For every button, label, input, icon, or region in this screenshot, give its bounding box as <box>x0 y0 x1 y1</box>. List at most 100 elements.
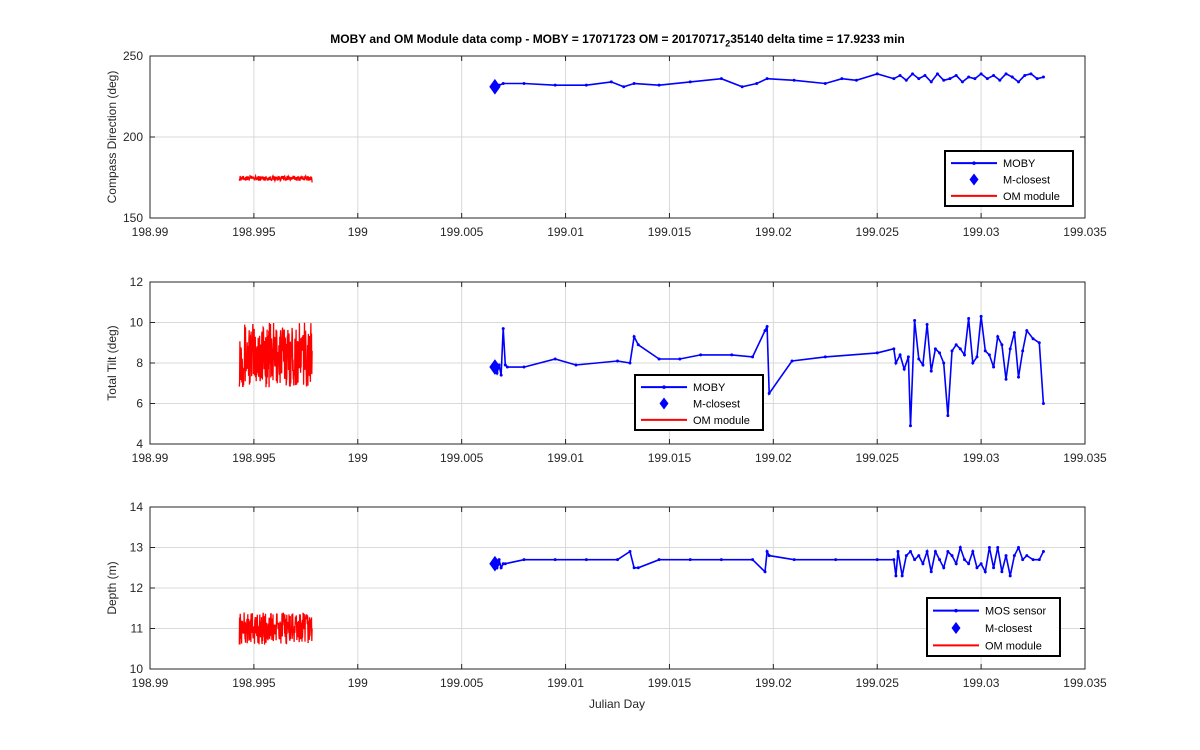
series-point-moby <box>906 355 910 359</box>
series-point-moby <box>975 355 979 359</box>
series-point-moby <box>719 77 723 81</box>
series-point-moby <box>938 558 942 562</box>
series-point-moby <box>992 566 996 570</box>
figure-title: MOBY and OM Module data comp - MOBY = 17… <box>150 32 1085 48</box>
series-point-moby <box>983 570 987 574</box>
title-subscript: 2 <box>725 38 731 49</box>
series-point-moby <box>1017 375 1021 379</box>
y-tick-label: 150 <box>123 211 143 225</box>
series-point-moby <box>1012 331 1016 335</box>
series-point-moby <box>1010 75 1014 79</box>
series-point-moby <box>1041 402 1045 405</box>
series-point-moby <box>1000 343 1004 347</box>
series-point-moby <box>892 77 896 81</box>
series-point-moby <box>973 77 977 81</box>
y-tick-label: 14 <box>130 500 144 514</box>
series-line-moby <box>494 316 1045 426</box>
series-point-moby <box>840 77 844 81</box>
series-point-moby <box>954 343 958 347</box>
y-tick-label: 12 <box>130 275 144 289</box>
y-tick-label: 4 <box>136 437 143 451</box>
series-point-moby <box>584 558 588 562</box>
series-point-moby <box>996 335 1000 339</box>
y-tick-label: 11 <box>131 622 144 636</box>
series-point-moby <box>998 78 1002 82</box>
series-point-moby <box>921 562 925 566</box>
subplot-2: 198.99 198.995 199 199.005 199.01 199.015 199.… <box>105 275 1107 465</box>
subplot-panels: 198.99 198.995 199 199.005 199.01 199.015 199.… <box>105 49 1107 690</box>
x-tick-label: 199.035 <box>1063 451 1107 465</box>
series-point-moby <box>522 82 526 86</box>
series-point-moby <box>875 558 879 562</box>
series-point-moby <box>522 365 526 369</box>
series-point-moby <box>765 550 769 554</box>
series-point-moby <box>1012 554 1016 558</box>
series-line-om-module <box>238 322 313 388</box>
series-point-moby <box>553 357 557 361</box>
series-point-moby <box>975 566 979 570</box>
x-tick-label: 199.02 <box>755 225 792 239</box>
series-point-moby <box>553 558 557 562</box>
series-point-moby <box>925 323 929 327</box>
series-point-moby <box>898 73 902 77</box>
series-point-moby <box>628 361 632 365</box>
series-point-moby <box>1031 558 1035 562</box>
series-point-moby <box>499 373 503 377</box>
series-point-moby <box>522 558 526 562</box>
series-point-moby <box>1017 80 1021 84</box>
series-point-moby <box>896 550 900 554</box>
title-suffix: 35140 delta time = 17.9233 min <box>730 32 905 46</box>
x-tick-label: 199.01 <box>547 451 584 465</box>
series-point-moby <box>688 80 692 84</box>
series-point-moby <box>979 562 983 566</box>
series-point-moby <box>908 424 912 428</box>
series-point-moby <box>913 558 917 562</box>
series-point-moby <box>609 80 613 84</box>
y-tick-label: 6 <box>136 397 143 411</box>
series-point-moby <box>902 367 906 371</box>
series-point-moby <box>501 327 505 331</box>
series-point-moby <box>1004 72 1008 76</box>
series-point-moby <box>1004 377 1008 381</box>
series-point-moby <box>908 550 912 554</box>
series-point-moby <box>962 353 966 357</box>
series-point-moby <box>933 347 937 351</box>
series-point-moby <box>1000 570 1004 574</box>
series-point-moby <box>987 546 991 549</box>
x-tick-label: 199.03 <box>963 676 1000 690</box>
series-point-moby <box>948 77 952 81</box>
series-point-moby <box>992 365 996 369</box>
y-tick-label: 10 <box>130 662 144 676</box>
series-point-moby <box>1041 550 1045 554</box>
series-point-moby <box>632 566 636 570</box>
series-point-moby <box>954 73 958 77</box>
x-tick-label: 199.03 <box>963 451 1000 465</box>
series-point-moby <box>763 329 767 333</box>
x-tick-label: 199.02 <box>755 676 792 690</box>
legend-swatch-diamond <box>969 173 979 186</box>
series-point-moby <box>979 72 983 76</box>
series-point-moby <box>996 546 1000 549</box>
x-tick-label: 198.995 <box>232 676 276 690</box>
x-tick-label: 199 <box>348 225 368 239</box>
x-tick-label: 198.995 <box>232 225 276 239</box>
series-point-moby <box>946 414 950 418</box>
series-point-moby <box>892 558 896 562</box>
series-point-moby <box>616 558 619 562</box>
series-line-om-module <box>238 173 313 184</box>
x-tick-label: 199.01 <box>547 225 584 239</box>
x-tick-label: 199.02 <box>755 451 792 465</box>
series-point-moby <box>503 363 507 367</box>
legend-entry-label: MOBY <box>693 382 726 394</box>
series-point-moby <box>923 73 927 77</box>
x-tick-label: 198.99 <box>132 676 169 690</box>
series-point-moby <box>967 316 971 320</box>
series-point-moby <box>938 351 942 355</box>
y-tick-label: 13 <box>130 541 144 555</box>
x-tick-label: 199 <box>348 451 368 465</box>
legend-entry-label: OM module <box>693 415 750 427</box>
series-point-moby <box>950 349 954 353</box>
series-point-moby <box>823 82 827 86</box>
legend-entry-label: MOBY <box>1003 158 1036 170</box>
